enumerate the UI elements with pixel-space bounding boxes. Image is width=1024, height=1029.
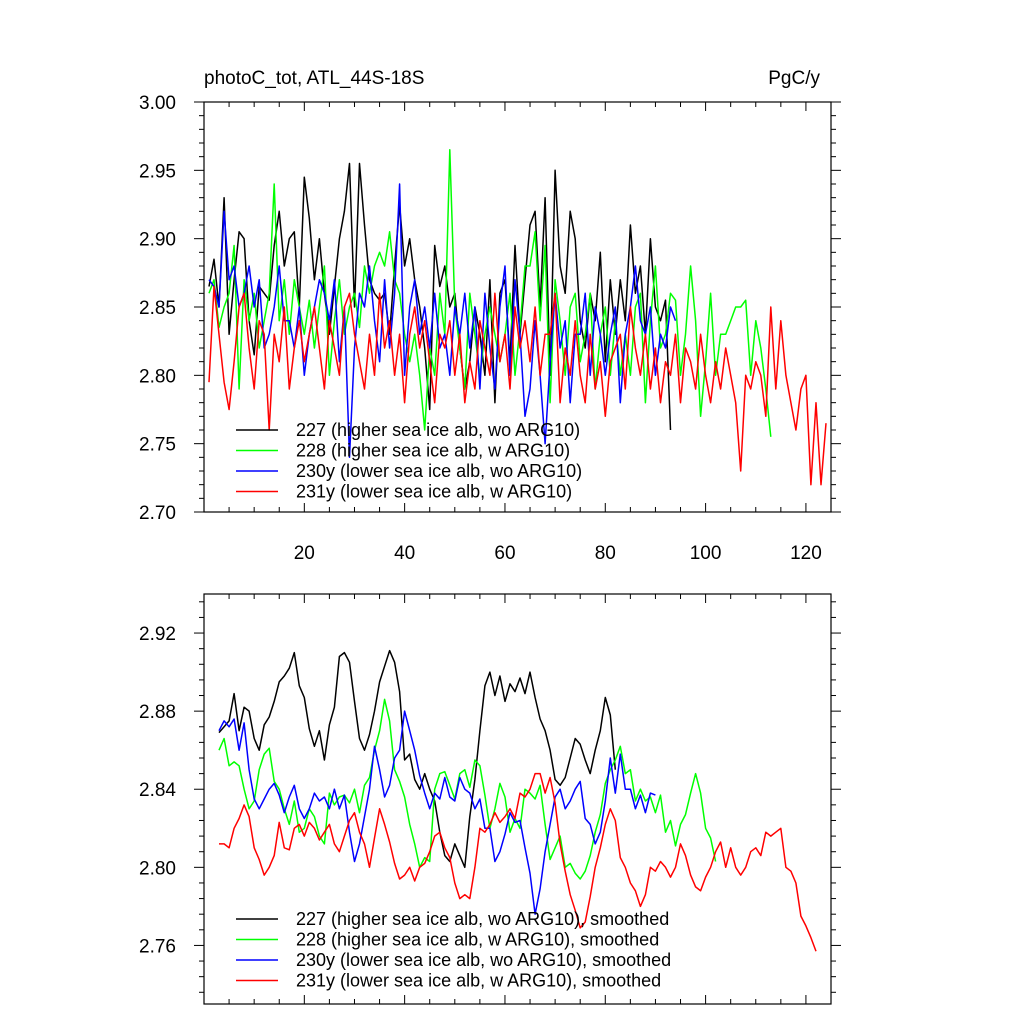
bottom-series-line-2: [218, 710, 656, 915]
bottom-legend-label-3: 231y (lower sea ice alb, w ARG10), smoot…: [296, 971, 661, 991]
bottom-panel-frame: [203, 593, 832, 1005]
bottom-legend-label-2: 230y (lower sea ice alb, wo ARG10), smoo…: [296, 950, 671, 970]
bottom-y-tick-label: 2.80: [139, 858, 176, 879]
top-panel-series: [208, 149, 827, 486]
top-y-tick-label: 3.00: [139, 93, 176, 114]
top-series-line-0: [208, 162, 672, 431]
top-panel-frame: [203, 101, 832, 513]
top-y-tick-label: 2.90: [139, 230, 176, 251]
top-y-tick-label: 2.80: [139, 366, 176, 387]
bottom-series-line-0: [218, 649, 617, 869]
top-x-tick-label: 60: [494, 543, 515, 564]
top-x-tick-label: 20: [294, 543, 315, 564]
top-x-tick-label: 80: [595, 543, 616, 564]
top-x-tick-label: 120: [790, 543, 822, 564]
bottom-series-line-3: [219, 772, 817, 952]
bottom-panel-legend: 227 (higher sea ice alb, wo ARG10), smoo…: [236, 909, 671, 991]
top-legend-label-1: 228 (higher sea ice alb, w ARG10): [296, 441, 570, 461]
top-panel: photoC_tot, ATL_44S-18S PgC/y 20 40 60 80 10…: [139, 68, 841, 564]
bottom-panel-axes: 2.76 2.80 2.84 2.88 2.92: [139, 594, 841, 1004]
top-y-tick-label: 2.85: [139, 298, 176, 319]
top-x-tick-label: 100: [690, 543, 722, 564]
top-legend-label-3: 231y (lower sea ice alb, w ARG10): [296, 482, 572, 502]
top-x-tick-label: 40: [394, 543, 415, 564]
bottom-panel-series: [218, 649, 817, 952]
bottom-legend-label-1: 228 (higher sea ice alb, w ARG10), smoot…: [296, 930, 659, 950]
top-legend-label-2: 230y (lower sea ice alb, wo ARG10): [296, 461, 582, 481]
top-series-line-3: [208, 285, 827, 486]
top-y-tick-label: 2.95: [139, 161, 176, 182]
top-panel-units: PgC/y: [768, 68, 820, 89]
top-series-line-1: [208, 149, 772, 437]
bottom-legend-label-0: 227 (higher sea ice alb, wo ARG10), smoo…: [296, 909, 669, 929]
bottom-y-tick-label: 2.92: [139, 624, 176, 645]
top-panel-title: photoC_tot, ATL_44S-18S: [204, 68, 424, 89]
bottom-y-tick-label: 2.84: [139, 780, 176, 801]
bottom-y-tick-label: 2.76: [139, 936, 176, 957]
top-y-tick-label: 2.75: [139, 435, 176, 456]
bottom-y-tick-label: 2.88: [139, 702, 176, 723]
top-panel-legend: 227 (higher sea ice alb, wo ARG10)228 (h…: [236, 420, 582, 502]
top-legend-label-0: 227 (higher sea ice alb, wo ARG10): [296, 420, 580, 440]
bottom-panel: 2.76 2.80 2.84 2.88 2.92 227 (higher sea ice…: [139, 593, 841, 1005]
top-panel-axes: 20 40 60 80 100 120 2.70 2.75 2.80 2.85 2.90 2.95 3.…: [139, 93, 841, 564]
top-y-tick-label: 2.70: [139, 503, 176, 524]
